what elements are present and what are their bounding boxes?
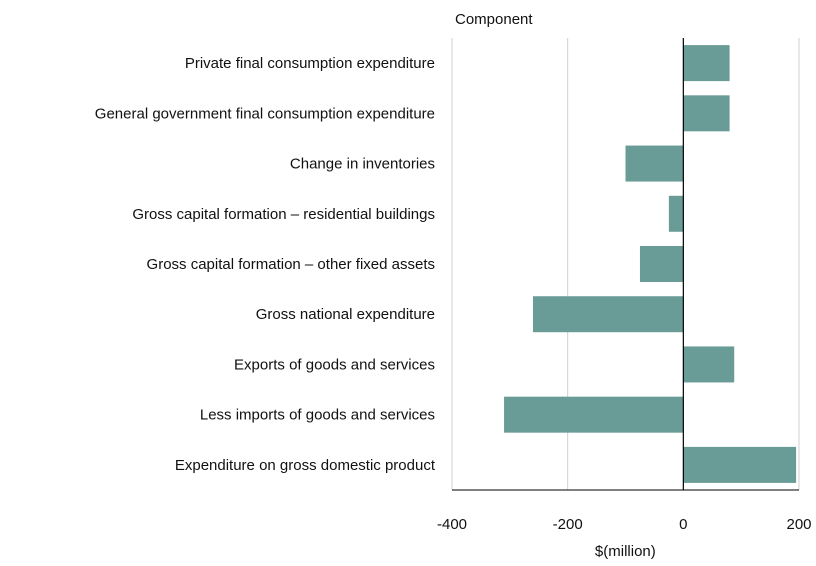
bar-2 xyxy=(625,145,684,182)
category-label-3: Gross capital formation – residential bu… xyxy=(132,206,435,223)
bar-6 xyxy=(683,346,735,383)
bar-3 xyxy=(668,195,684,232)
bar-7 xyxy=(504,396,684,433)
category-label-6: Exports of goods and services xyxy=(234,356,435,373)
category-label-7: Less imports of goods and services xyxy=(200,407,435,424)
x-tick-labels: -400 -200 0 200 xyxy=(437,516,812,533)
category-labels: Private final consumption expenditure Gen… xyxy=(95,55,436,474)
bar-5 xyxy=(532,296,684,333)
bar-4 xyxy=(639,246,684,282)
category-label-0: Private final consumption expenditure xyxy=(185,55,435,72)
category-label-2: Change in inventories xyxy=(290,156,435,173)
x-axis-title: $(million) xyxy=(595,543,656,560)
bar-0 xyxy=(683,45,730,82)
bar-1 xyxy=(683,95,730,132)
x-tick-label-0: -400 xyxy=(437,516,467,533)
x-tick-label-2: 0 xyxy=(679,516,687,533)
axes xyxy=(452,38,799,491)
x-tick-label-3: 200 xyxy=(786,516,811,533)
bar-8 xyxy=(683,446,797,483)
bars xyxy=(504,45,797,483)
category-label-8: Expenditure on gross domestic product xyxy=(175,457,436,474)
category-label-5: Gross national expenditure xyxy=(256,306,435,323)
x-tick-label-1: -200 xyxy=(553,516,583,533)
category-label-1: General government final consumption exp… xyxy=(95,105,435,122)
category-axis-title: Component xyxy=(455,11,533,28)
category-label-4: Gross capital formation – other fixed as… xyxy=(147,256,435,273)
